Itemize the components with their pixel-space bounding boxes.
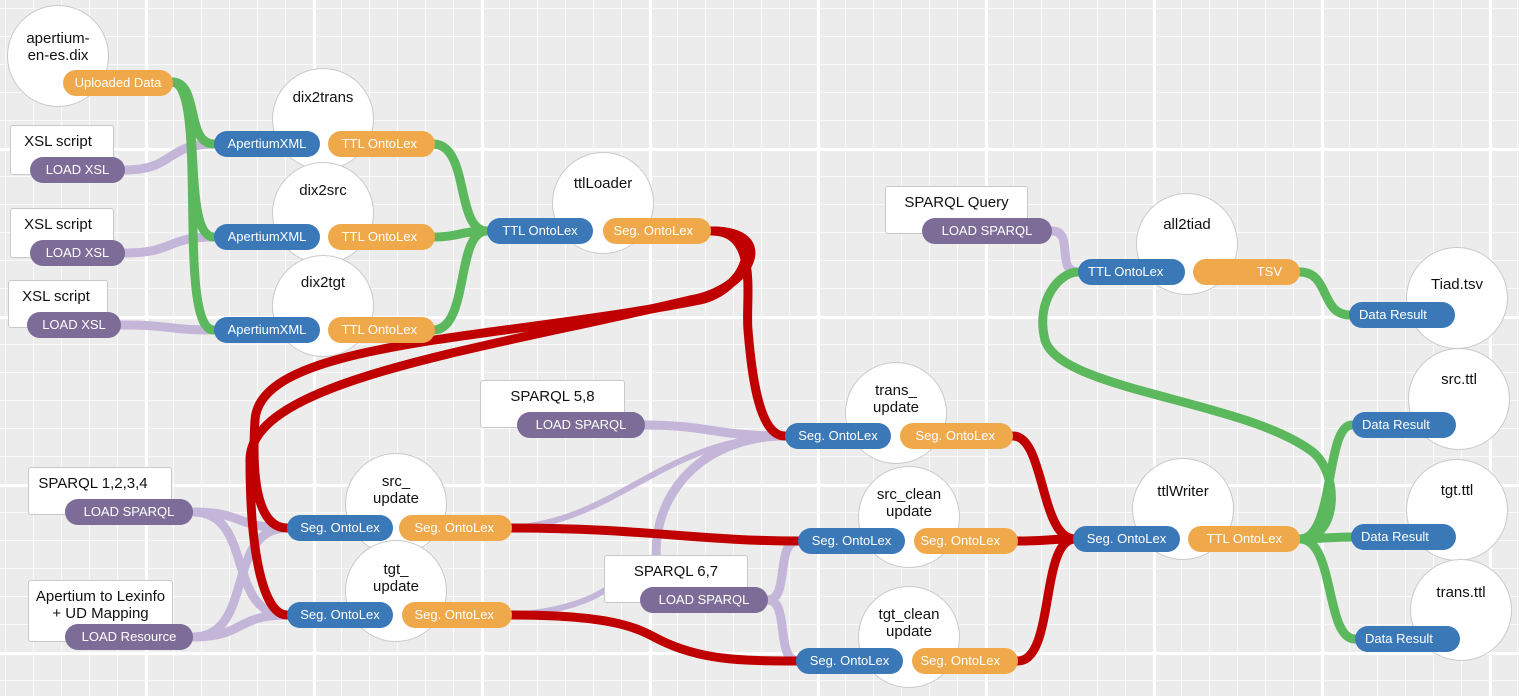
src-update-output-port[interactable]: Seg. OntoLex — [399, 515, 512, 541]
load-xsl-3-port[interactable]: LOAD XSL — [27, 312, 121, 338]
edge-dix2trans-ttlloader — [428, 139, 492, 236]
edge-trans-ttlwriter — [1008, 431, 1080, 544]
edge-ttlwriter-all2tiad — [1038, 267, 1336, 544]
dix2trans-output-port[interactable]: TTL OntoLex — [328, 131, 435, 157]
uploaded-data-port[interactable]: Uploaded Data — [63, 70, 173, 96]
edge-sparql67-srcclean — [763, 536, 803, 605]
edge-tgtclean-ttlwriter — [1013, 534, 1080, 666]
ttlwriter-title: ttlWriter — [1157, 483, 1209, 500]
edge-xsl3-dix2tgt — [115, 320, 219, 335]
dix2src-title: dix2src — [299, 182, 347, 199]
sparql67-load-port[interactable]: LOAD SPARQL — [640, 587, 768, 613]
ttlwriter-output-port[interactable]: TTL OntoLex — [1188, 526, 1300, 552]
sparql1234-load-port[interactable]: LOAD SPARQL — [65, 499, 193, 525]
sparql1234-title: SPARQL 1,2,3,4 — [38, 475, 148, 492]
src-clean-input-port[interactable]: Seg. OntoLex — [798, 528, 905, 554]
edge-dix2tgt-ttlloader — [428, 226, 492, 335]
edge-tgtupdate-tgtclean — [507, 610, 803, 666]
ttlloader-input-port[interactable]: TTL OntoLex — [487, 218, 593, 244]
trans-result-title: trans.ttl — [1436, 584, 1486, 601]
edge-xsl2-dix2src — [120, 232, 219, 258]
tiad-result-circle — [1406, 247, 1508, 349]
edge-ttlwriter-trans — [1295, 534, 1360, 644]
src-update-input-port[interactable]: Seg. OntoLex — [287, 515, 393, 541]
tgt-result-title: tgt.ttl — [1440, 482, 1474, 499]
src-result-circle — [1408, 348, 1510, 450]
sparql58-title: SPARQL 5,8 — [510, 388, 595, 405]
sparql67-title: SPARQL 6,7 — [633, 563, 719, 580]
all2tiad-output-port[interactable]: TSV — [1193, 259, 1300, 285]
ttlloader-title: ttlLoader — [573, 175, 633, 192]
edge-xsl1-dix2trans — [120, 139, 219, 175]
src-result-title: src.ttl — [1441, 371, 1477, 388]
trans-update-output-port[interactable]: Seg. OntoLex — [900, 423, 1013, 449]
tgt-clean-input-port[interactable]: Seg. OntoLex — [796, 648, 903, 674]
sparql-query-box — [885, 186, 1028, 234]
tgt-update-title: tgt_ update — [373, 561, 419, 595]
edge-srcupdate-trans-lav — [509, 433, 788, 531]
edge-sparql67-tgtclean — [763, 595, 803, 666]
dix2tgt-title: dix2tgt — [300, 274, 346, 291]
edge-ttlloader-tgt — [245, 226, 756, 620]
ttlloader-output-port[interactable]: Seg. OntoLex — [603, 218, 711, 244]
xsl-script-3-title: XSL script — [22, 288, 90, 305]
src-clean-update-title: src_clean update — [876, 486, 942, 520]
src-update-title: src_ update — [373, 473, 419, 507]
src-data-result-port[interactable]: Data Result — [1352, 412, 1456, 438]
lavender-edges — [115, 139, 1083, 666]
dix2trans-input-port[interactable]: ApertiumXML — [214, 131, 320, 157]
dix-source-title: apertium- en-es.dix — [26, 30, 90, 64]
edge-lexinfo-src — [188, 523, 292, 642]
sparql-query-title: SPARQL Query — [904, 194, 1009, 211]
lexinfo-title: Apertium to Lexinfo + UD Mapping — [35, 588, 166, 622]
ttlwriter-input-port[interactable]: Seg. OntoLex — [1073, 526, 1180, 552]
lexinfo-load-port[interactable]: LOAD Resource — [65, 624, 193, 650]
xsl-script-2-title: XSL script — [24, 216, 92, 233]
green-edges — [167, 77, 1360, 644]
tgt-update-input-port[interactable]: Seg. OntoLex — [287, 602, 393, 628]
dix2tgt-output-port[interactable]: TTL OntoLex — [328, 317, 435, 343]
src-clean-output-port[interactable]: Seg. OntoLex — [914, 528, 1018, 554]
dix2src-input-port[interactable]: ApertiumXML — [214, 224, 320, 250]
trans-update-title: trans_ update — [873, 382, 919, 416]
edge-sparql1234-tgt — [188, 507, 292, 620]
load-xsl-1-port[interactable]: LOAD XSL — [30, 157, 125, 183]
sparql-query-load-port[interactable]: LOAD SPARQL — [922, 218, 1052, 244]
xsl-script-1-title: XSL script — [24, 133, 92, 150]
sparql58-load-port[interactable]: LOAD SPARQL — [517, 412, 645, 438]
edge-all2tiad-tiad — [1295, 267, 1355, 320]
tgt-clean-output-port[interactable]: Seg. OntoLex — [912, 648, 1018, 674]
load-xsl-2-port[interactable]: LOAD XSL — [30, 240, 125, 266]
tiad-result-title: Tiad.tsv — [1431, 276, 1483, 293]
edge-dix-dix2tgt — [167, 77, 219, 335]
all2tiad-title: all2tiad — [1163, 216, 1211, 233]
tgt-update-output-port[interactable]: Seg. OntoLex — [402, 602, 512, 628]
tgt-data-result-port[interactable]: Data Result — [1351, 524, 1456, 550]
trans-update-input-port[interactable]: Seg. OntoLex — [785, 423, 891, 449]
edge-lexinfo-tgt — [188, 610, 292, 642]
dix2src-output-port[interactable]: TTL OntoLex — [328, 224, 435, 250]
dix2trans-title: dix2trans — [292, 89, 354, 106]
edge-ttlwriter-src — [1295, 420, 1357, 544]
trans-data-result-port[interactable]: Data Result — [1355, 626, 1460, 652]
edge-sparqlquery-all2tiad — [1047, 226, 1083, 277]
tiad-data-result-port[interactable]: Data Result — [1349, 302, 1455, 328]
red-edges — [245, 226, 1080, 666]
tgt-clean-update-title: tgt_clean update — [878, 606, 940, 640]
dix2tgt-input-port[interactable]: ApertiumXML — [214, 317, 320, 343]
edge-srcupdate-srcclean — [507, 523, 803, 546]
all2tiad-input-port[interactable]: TTL OntoLex — [1078, 259, 1185, 285]
